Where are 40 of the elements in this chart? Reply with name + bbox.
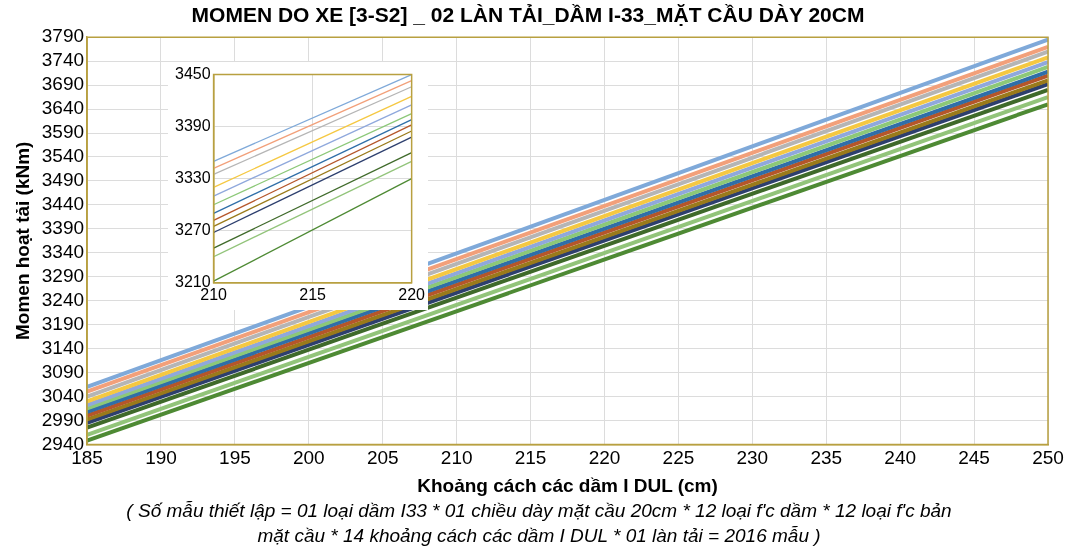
x-tick-label: 240 — [884, 447, 917, 469]
chart-title: MOMEN DO XE [3-S2] _ 02 LÀN TẢI_DẦM I-33_MẶT CẦU DÀY 20CM — [191, 3, 865, 27]
y-tick-label: 3330 — [175, 169, 211, 187]
y-tick-label: 3040 — [41, 384, 85, 406]
y-tick-label: 3690 — [41, 73, 85, 95]
y-tick-label: 3540 — [41, 145, 85, 167]
x-axis-title: Khoảng cách các dầm I DUL (cm) — [417, 474, 718, 496]
x-tick-label: 245 — [958, 447, 990, 469]
x-tick-label: 235 — [810, 447, 843, 469]
y-tick-label: 3640 — [41, 97, 85, 119]
x-tick-label: 210 — [440, 447, 473, 469]
x-tick-label: 220 — [398, 285, 426, 303]
y-tick-label: 2990 — [41, 408, 85, 430]
y-tick-label: 3140 — [41, 336, 85, 358]
y-tick-label: 3240 — [41, 288, 85, 310]
y-tick-label: 3340 — [41, 241, 85, 263]
x-tick-label: 195 — [219, 447, 251, 469]
y-tick-label: 3390 — [175, 117, 211, 135]
y-tick-label: 3290 — [41, 264, 85, 286]
x-tick-label: 200 — [292, 447, 325, 469]
x-tick-label: 250 — [1032, 447, 1064, 469]
x-tick-label: 190 — [145, 447, 177, 469]
x-tick-label: 215 — [514, 447, 547, 469]
y-tick-label: 3440 — [41, 193, 85, 215]
y-tick-label: 3390 — [41, 217, 85, 239]
y-tick-label: 3270 — [175, 221, 211, 239]
y-tick-label: 3740 — [41, 49, 85, 71]
text: ( Số mẫu thiết lập = 01 loại dầm I33 * 01 chiều dày mặt cầu 20cm * 12 loại f'c dầm * 12 loại f'c bản mặt cầu * 14 khoảng cách các dầm I DUL * 01 làn tải = 2016 mẫu ) — [125, 499, 953, 548]
x-tick-label: 220 — [588, 447, 621, 469]
x-tick-label: 205 — [366, 447, 399, 469]
y-tick-label: 3190 — [41, 312, 85, 334]
y-tick-label: 3590 — [41, 121, 85, 143]
y-tick-label: 3490 — [41, 169, 85, 191]
x-tick-label: 215 — [299, 285, 327, 303]
x-tick-label: 225 — [662, 447, 695, 469]
y-tick-label: 3790 — [41, 25, 85, 47]
x-tick-label: 230 — [736, 447, 769, 469]
y-tick-label: 3450 — [175, 65, 211, 83]
y-axis-title: Momen hoạt tải (kNm) — [11, 141, 33, 341]
y-tick-label: 3090 — [41, 360, 85, 382]
